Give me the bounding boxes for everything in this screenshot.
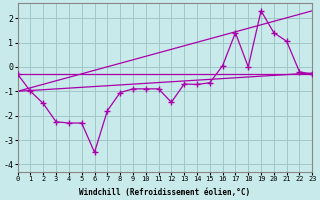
X-axis label: Windchill (Refroidissement éolien,°C): Windchill (Refroidissement éolien,°C) (79, 188, 251, 197)
